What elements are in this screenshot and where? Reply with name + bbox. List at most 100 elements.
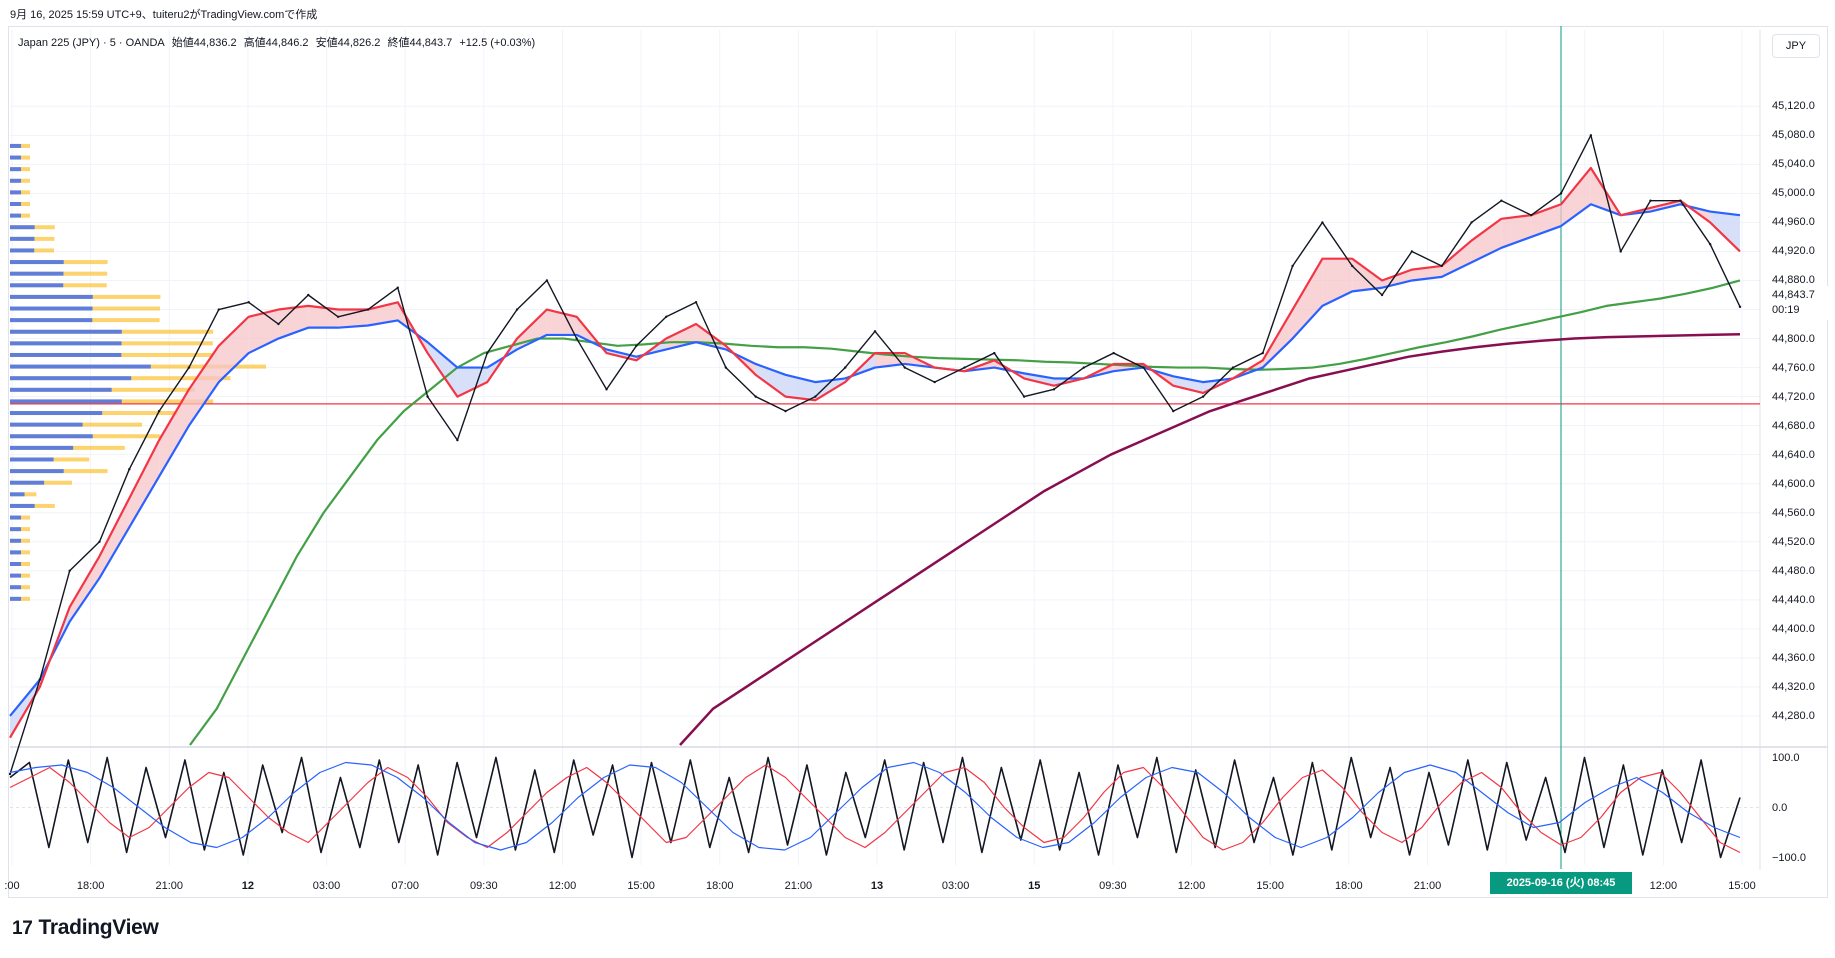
price-tick-label: 44,520.0	[1772, 535, 1815, 548]
volume-profile-bar	[10, 225, 35, 230]
time-tick-label: 18:00	[76, 880, 105, 892]
osc-black-line	[9, 756, 1741, 859]
ema-cloud-segment	[99, 498, 130, 579]
price-point	[68, 569, 71, 573]
price-point	[1082, 366, 1085, 369]
volume-profile-bar	[10, 271, 64, 276]
price-point	[8, 772, 12, 776]
price-point	[426, 395, 429, 398]
volume-profile-bar	[10, 387, 112, 392]
price-point	[1022, 395, 1026, 398]
ema-cloud-segment	[338, 309, 368, 328]
ema-cloud-segment	[457, 367, 488, 397]
legend-close: 終値44,843.7	[387, 37, 453, 49]
price-point	[1500, 199, 1503, 202]
price-point	[1351, 264, 1354, 268]
price-point	[1410, 250, 1414, 253]
volume-profile-bar	[10, 248, 35, 253]
sma-green-line	[189, 279, 1741, 746]
volume-profile-bar	[10, 538, 21, 543]
volume-profile-bar	[10, 329, 122, 334]
volume-profile-bar	[10, 515, 21, 520]
price-point	[217, 308, 220, 311]
symbol-name[interactable]: Japan 225 (JPY) · 5 · OANDA	[18, 37, 165, 49]
volume-profile-bar	[10, 411, 103, 416]
legend-low: 安値44,826.2	[315, 37, 381, 49]
price-point	[515, 308, 519, 311]
price-point	[1679, 199, 1682, 202]
ema-cloud-segment	[1352, 258, 1383, 292]
price-tick-label: 44,320.0	[1772, 680, 1815, 693]
ema-cloud-segment	[248, 309, 279, 354]
ema-cloud-segment	[1561, 167, 1591, 227]
time-tick-label: 13	[870, 880, 884, 892]
ema-cloud-segment	[188, 345, 219, 426]
last-price-value: 44,843.7	[1772, 289, 1815, 301]
price-tick-label: 44,480.0	[1772, 564, 1815, 577]
time-tick-label: 12:00	[1177, 880, 1206, 892]
volume-profile-bar	[10, 492, 25, 497]
volume-profile-bar	[10, 527, 21, 532]
volume-profile-bar	[10, 469, 64, 474]
price-tick-label: 44,960.0	[1772, 216, 1815, 229]
volume-profile-bar	[10, 143, 21, 148]
volume-profile-bar	[10, 283, 64, 288]
time-tick-label: 07:00	[391, 880, 419, 892]
osc-blue-line	[9, 761, 1741, 851]
price-tick-label: 44,280.0	[1772, 709, 1815, 722]
chart-caption: 9月 16, 2025 15:59 UTC+9、tuiteru2がTrading…	[10, 9, 318, 21]
volume-profile-bar	[10, 341, 122, 346]
tradingview-logo-mark: 17	[12, 918, 33, 939]
currency-button[interactable]: JPY	[1772, 34, 1820, 58]
volume-profile-bar	[10, 480, 45, 485]
ema-cloud-segment	[218, 316, 249, 383]
volume-profile-bar	[10, 352, 122, 357]
volume-profile-bar	[10, 445, 74, 450]
price-point	[1231, 366, 1235, 369]
time-tick-label: 09:30	[470, 880, 498, 892]
price-point	[1142, 366, 1145, 369]
volume-profile-bar	[10, 306, 93, 311]
price-point	[38, 678, 42, 681]
price-tick-label: 45,040.0	[1772, 158, 1815, 171]
price-point	[277, 322, 280, 326]
price-tick-label: 44,400.0	[1772, 622, 1815, 635]
price-point	[903, 366, 907, 369]
osc-red-line	[9, 764, 1741, 854]
time-tick-label: 18:00	[705, 880, 734, 892]
ema-cloud-segment	[1292, 258, 1323, 339]
price-tick-label: 45,080.0	[1772, 129, 1815, 142]
price-point	[1380, 293, 1384, 297]
ema-cloud-segment	[69, 556, 100, 622]
price-tick-label: 44,600.0	[1772, 477, 1815, 490]
time-tick-label: :00	[4, 880, 20, 892]
price-point	[1619, 250, 1622, 253]
last-price-tag: 44,843.7 00:19	[1766, 286, 1828, 320]
price-point	[1172, 409, 1175, 413]
price-point	[963, 366, 966, 369]
price-point	[157, 409, 161, 413]
time-tick-label: 15	[1028, 880, 1041, 892]
volume-profile-bar	[10, 155, 21, 160]
ema-mid-line	[9, 203, 1741, 717]
volume-profile-bar	[10, 364, 151, 369]
volume-profile-bar	[10, 573, 21, 578]
volume-profile-bar	[10, 178, 21, 183]
price-point	[1589, 134, 1593, 137]
legend-high: 高値44,846.2	[243, 37, 309, 49]
price-point	[396, 286, 399, 289]
volume-profile-bar	[10, 422, 83, 427]
price-point	[545, 279, 549, 282]
price-tick-label: 44,640.0	[1772, 448, 1815, 461]
time-tick-label: 15:00	[1728, 880, 1756, 892]
time-tick-label: 12:00	[548, 880, 577, 892]
price-tick-label: 44,680.0	[1772, 419, 1815, 432]
price-tick-label: 44,880.0	[1772, 274, 1815, 287]
price-point	[665, 315, 668, 318]
price-point	[843, 366, 847, 369]
tradingview-logo[interactable]: 17 TradingView	[12, 916, 159, 940]
price-tick-label: 45,000.0	[1772, 187, 1815, 200]
price-point	[1738, 305, 1742, 309]
volume-profile-bar	[10, 190, 21, 195]
